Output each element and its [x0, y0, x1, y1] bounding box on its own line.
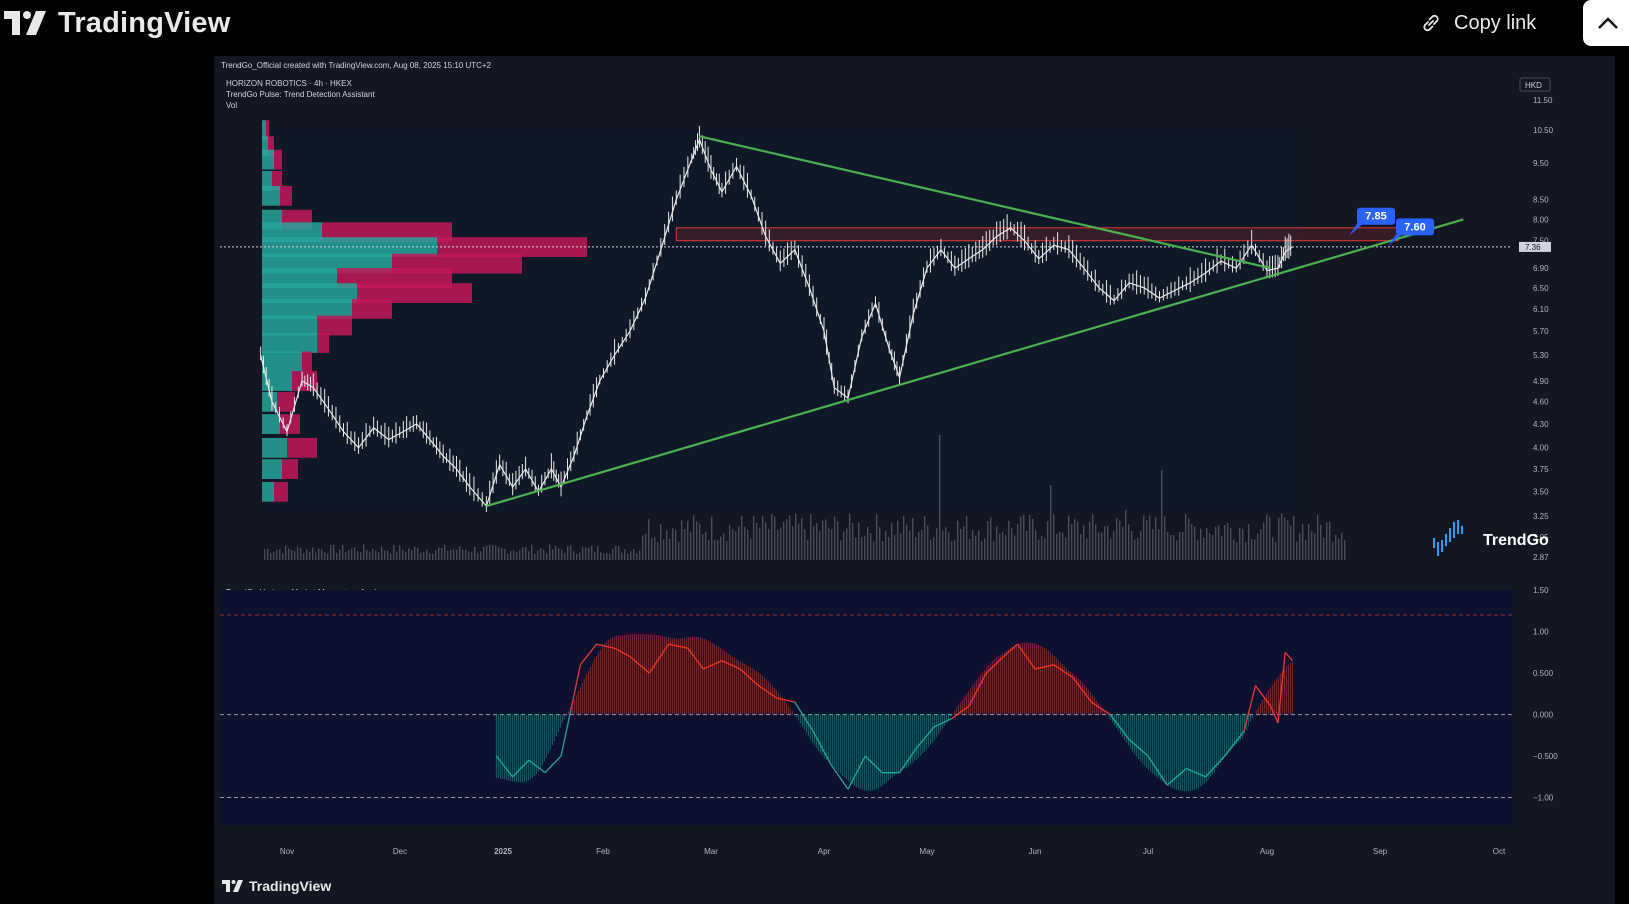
indicator-legend: TrendGo Pulse: Trend Detection Assistant [226, 90, 375, 99]
tradingview-logo[interactable]: TradingView [4, 4, 231, 42]
oscillator-title: TrendGo Horizon: Market Momentum Analyze… [226, 588, 392, 597]
volume-legend: Vol [226, 101, 238, 110]
chevron-up-icon [1598, 17, 1618, 29]
footer-brand: TradingView [249, 878, 332, 894]
top-bar: TradingView Copy link [0, 0, 1629, 46]
symbol-legend: HORIZON ROBOTICS · 4h · HKEX [226, 79, 352, 88]
tradingview-small-icon [222, 880, 243, 892]
chart-panel [220, 72, 1612, 870]
brand-name: TradingView [58, 6, 231, 39]
copy-link-button[interactable]: Copy link [1420, 6, 1536, 40]
footer-tradingview-logo: TradingView [222, 878, 331, 894]
copy-link-label: Copy link [1454, 11, 1537, 34]
credit-line: TrendGo_Official created with TradingVie… [221, 61, 492, 70]
tradingview-logo-icon [4, 11, 46, 35]
collapse-button[interactable] [1583, 0, 1629, 46]
link-icon [1423, 14, 1439, 32]
